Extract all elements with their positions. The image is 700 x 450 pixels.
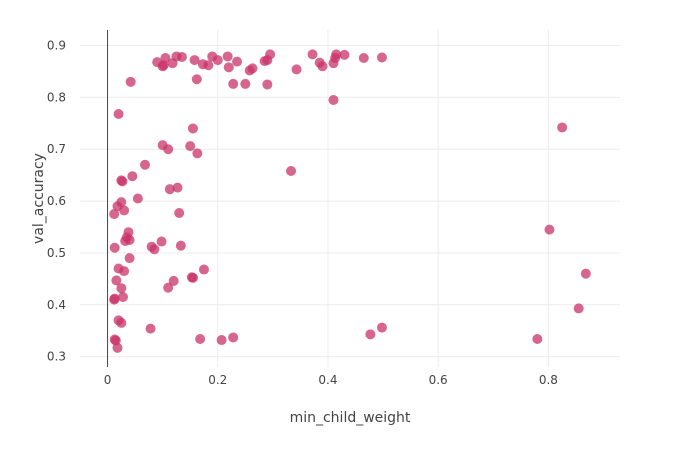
data-point[interactable] bbox=[216, 335, 227, 346]
data-point[interactable] bbox=[116, 317, 127, 328]
data-point[interactable] bbox=[532, 334, 543, 345]
data-point[interactable] bbox=[195, 334, 206, 345]
data-point[interactable] bbox=[262, 79, 273, 90]
data-point[interactable] bbox=[544, 224, 555, 235]
data-point[interactable] bbox=[113, 108, 124, 119]
data-point[interactable] bbox=[112, 342, 123, 353]
data-point[interactable] bbox=[339, 49, 350, 60]
y-tick-label: 0.4 bbox=[47, 298, 66, 312]
data-point[interactable] bbox=[119, 266, 130, 277]
data-point[interactable] bbox=[156, 236, 167, 247]
tick-labels: 0.3 0.4 0.5 0.6 0.7 0.8 0.9 0 0.2 0.4 0.6 0.8 bbox=[47, 39, 558, 387]
data-point[interactable] bbox=[358, 52, 369, 63]
data-point[interactable] bbox=[117, 292, 128, 303]
data-point[interactable] bbox=[203, 60, 214, 71]
x-axis-title: min_child_weight bbox=[290, 410, 411, 426]
data-point[interactable] bbox=[145, 323, 156, 334]
data-point[interactable] bbox=[307, 49, 318, 60]
data-point[interactable] bbox=[232, 56, 243, 67]
data-point[interactable] bbox=[247, 63, 258, 74]
data-point[interactable] bbox=[573, 303, 584, 314]
data-point[interactable] bbox=[111, 275, 122, 286]
data-point[interactable] bbox=[192, 148, 203, 159]
data-point[interactable] bbox=[164, 184, 175, 195]
y-axis-title: val_accuracy bbox=[31, 153, 47, 244]
data-point[interactable] bbox=[186, 272, 197, 283]
y-tick-label: 0.5 bbox=[47, 246, 66, 260]
x-tick-label: 0.8 bbox=[539, 373, 558, 387]
data-point[interactable] bbox=[191, 74, 202, 85]
data-point[interactable] bbox=[212, 55, 223, 66]
data-point[interactable] bbox=[228, 332, 239, 343]
y-tick-label: 0.7 bbox=[47, 142, 66, 156]
data-point[interactable] bbox=[125, 76, 136, 87]
y-tick-label: 0.6 bbox=[47, 194, 66, 208]
data-point[interactable] bbox=[376, 52, 387, 63]
data-point[interactable] bbox=[163, 144, 174, 155]
data-point[interactable] bbox=[557, 122, 568, 133]
grid bbox=[80, 30, 620, 367]
data-point[interactable] bbox=[187, 123, 198, 134]
data-point[interactable] bbox=[109, 242, 120, 253]
data-point[interactable] bbox=[132, 193, 143, 204]
data-point[interactable] bbox=[240, 78, 251, 89]
data-point[interactable] bbox=[291, 64, 302, 75]
data-point[interactable] bbox=[265, 49, 276, 60]
data-point[interactable] bbox=[198, 264, 209, 275]
data-point[interactable] bbox=[117, 176, 128, 187]
data-point[interactable] bbox=[109, 209, 120, 220]
data-point[interactable] bbox=[376, 322, 387, 333]
data-point[interactable] bbox=[149, 244, 160, 255]
data-point[interactable] bbox=[223, 62, 234, 73]
data-point[interactable] bbox=[163, 282, 174, 293]
data-point[interactable] bbox=[124, 234, 135, 245]
data-point[interactable] bbox=[328, 94, 339, 105]
data-point[interactable] bbox=[331, 49, 342, 60]
y-tick-label: 0.3 bbox=[47, 350, 66, 364]
y-tick-label: 0.8 bbox=[47, 90, 66, 104]
data-point[interactable] bbox=[160, 52, 171, 63]
data-point[interactable] bbox=[119, 205, 130, 216]
data-point[interactable] bbox=[172, 182, 183, 193]
x-tick-label: 0.4 bbox=[318, 373, 337, 387]
data-point[interactable] bbox=[116, 283, 127, 294]
data-point[interactable] bbox=[175, 240, 186, 251]
data-point[interactable] bbox=[189, 55, 200, 66]
data-point[interactable] bbox=[580, 268, 591, 279]
y-tick-label: 0.9 bbox=[47, 39, 66, 53]
data-point[interactable] bbox=[365, 329, 376, 340]
data-point[interactable] bbox=[286, 166, 297, 177]
x-tick-label: 0.6 bbox=[429, 373, 448, 387]
data-point[interactable] bbox=[174, 208, 185, 219]
data-points bbox=[109, 49, 591, 353]
data-point[interactable] bbox=[140, 159, 151, 170]
data-point[interactable] bbox=[127, 171, 138, 182]
x-tick-label: 0.2 bbox=[208, 373, 227, 387]
data-point[interactable] bbox=[222, 51, 233, 62]
data-point[interactable] bbox=[228, 78, 239, 89]
data-point[interactable] bbox=[176, 51, 187, 62]
data-point[interactable] bbox=[109, 293, 120, 304]
data-point[interactable] bbox=[116, 197, 127, 208]
data-point[interactable] bbox=[317, 61, 328, 72]
data-point[interactable] bbox=[168, 275, 179, 286]
data-point[interactable] bbox=[185, 141, 196, 152]
x-tick-label: 0 bbox=[104, 373, 112, 387]
data-point[interactable] bbox=[124, 253, 135, 264]
